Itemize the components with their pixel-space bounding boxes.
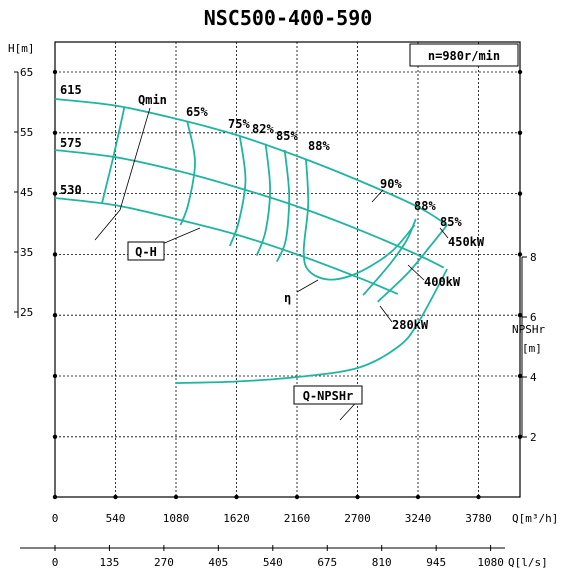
npsh-tick-label: 8	[530, 251, 537, 264]
speed-note: n=980r/min	[428, 49, 500, 63]
p90-leader-line	[371, 189, 384, 203]
eff-label-82: 82%	[252, 122, 274, 136]
head-curve-615	[54, 98, 448, 226]
npsh-tick-label: 4	[530, 371, 537, 384]
x-m3h-tick-label: 1620	[223, 512, 250, 525]
head-axis-label: H[m]	[8, 42, 35, 55]
head-axis: H[m] 65 55 45 35 25	[8, 42, 35, 319]
power-label-450: 450kW	[448, 235, 485, 249]
x-axis-m3h-label: Q[m³/h]	[512, 512, 558, 525]
impeller-label-530: 530	[60, 183, 82, 197]
x-m3h-tick-label: 0	[52, 512, 59, 525]
efficiency-contour	[362, 218, 417, 296]
eff-label-85-right: 85%	[440, 215, 462, 229]
x-ls-tick-label: 945	[426, 556, 446, 569]
npsh-label: Q-NPSHr	[303, 389, 354, 403]
annotation-leaders	[94, 107, 449, 421]
efficiency-contour	[377, 224, 448, 303]
npsh-axis: NPSHr [m] 8 6 4 2	[512, 251, 545, 444]
x-m3h-tick-label: 2160	[284, 512, 311, 525]
npsh-tick-label: 2	[530, 431, 537, 444]
efficiency-contour	[255, 143, 272, 256]
p280-leader-line	[379, 305, 393, 323]
x-ls-tick-label: 810	[372, 556, 392, 569]
qmin-label: Qmin	[138, 93, 167, 107]
efficiency-contour	[302, 158, 416, 281]
head-curve-530	[54, 197, 399, 295]
efficiency-contour	[275, 149, 291, 262]
head-tick-label: 35	[20, 246, 33, 259]
speed-note-box	[409, 43, 519, 67]
p400-leader-line	[407, 264, 425, 281]
x-axis-m3h: Q[m³/h] 0 540 1080 1620 2160 2700 3240 3780	[52, 512, 559, 525]
eff-label-90: 90%	[380, 177, 402, 191]
qmin-leader-line	[94, 209, 121, 241]
eff-label-75: 75%	[228, 117, 250, 131]
impeller-label-615: 615	[60, 83, 82, 97]
npsh-label-box	[293, 385, 363, 405]
qmin-curve	[101, 106, 126, 204]
head-tick-label: 25	[20, 306, 33, 319]
eta-label: η	[284, 291, 291, 305]
x-m3h-tick-label: 540	[106, 512, 126, 525]
head-curve-575	[54, 149, 445, 269]
x-ls-tick-label: 270	[154, 556, 174, 569]
power-label-400: 400kW	[424, 275, 461, 289]
x-axis-ls-label: Q[l/s]	[508, 556, 548, 569]
x-m3h-tick-label: 2700	[344, 512, 371, 525]
npsh-axis-label-line1: NPSHr	[512, 323, 545, 336]
power-label-280: 280kW	[392, 318, 429, 332]
eff-label-88-right: 88%	[414, 199, 436, 213]
head-tick-label: 55	[20, 126, 33, 139]
plot-frame	[54, 41, 521, 498]
x-ls-tick-label: 135	[100, 556, 120, 569]
curves	[54, 98, 448, 384]
chart-title: NSC500-400-590	[204, 6, 373, 30]
contours	[101, 106, 448, 303]
x-ls-tick-label: 675	[317, 556, 337, 569]
eff-label-65: 65%	[186, 105, 208, 119]
qh-label-box	[127, 241, 165, 261]
x-m3h-tick-label: 1080	[163, 512, 190, 525]
npsh-tick-label: 6	[530, 311, 537, 324]
head-tick-label: 65	[20, 66, 33, 79]
efficiency-contour	[228, 136, 247, 247]
x-ls-tick-label: 540	[263, 556, 283, 569]
x-axis-ls: Q[l/s] 0 135 270 405 540 675 810 945 1080	[20, 545, 548, 569]
x-ls-tick-label: 405	[208, 556, 228, 569]
qmin-leader-line	[119, 107, 151, 211]
head-tick-label: 45	[20, 186, 33, 199]
efficiency-contour	[179, 121, 196, 226]
eta-leader-line	[296, 279, 319, 293]
qh-label: Q-H	[135, 245, 157, 259]
x-m3h-tick-label: 3240	[405, 512, 432, 525]
p450-leader-line	[439, 227, 449, 239]
x-ls-tick-label: 0	[52, 556, 59, 569]
npsh-axis-label-line2: [m]	[522, 342, 542, 355]
x-m3h-tick-label: 3780	[465, 512, 492, 525]
eff-label-85: 85%	[276, 129, 298, 143]
eff-label-88: 88%	[308, 139, 330, 153]
npshr-curve	[175, 268, 448, 384]
x-ls-tick-label: 1080	[477, 556, 504, 569]
impeller-label-575: 575	[60, 136, 82, 150]
